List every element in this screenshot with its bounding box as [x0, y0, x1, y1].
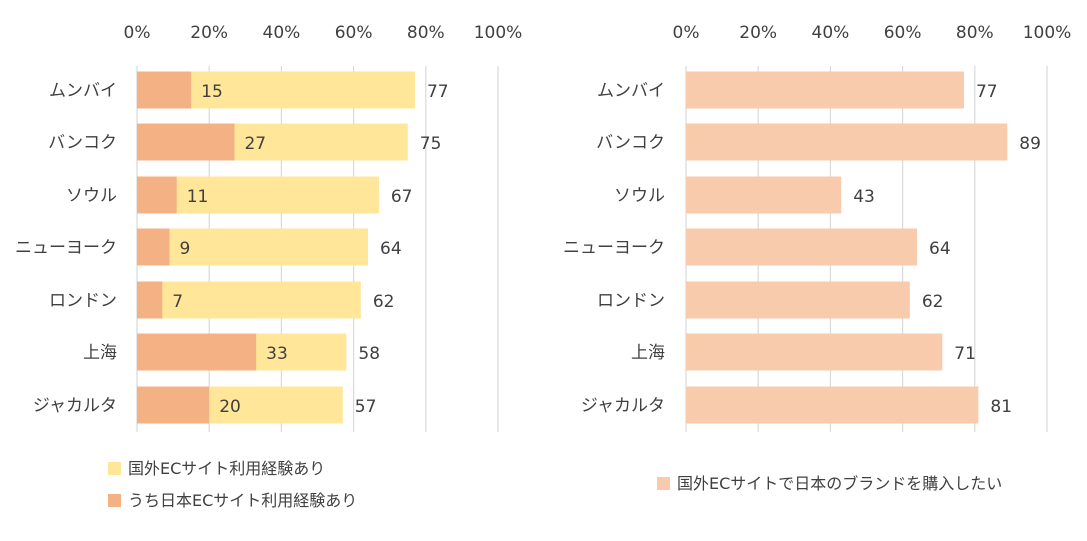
right-bar-series0: [686, 176, 842, 214]
left-category-label: 上海: [83, 343, 117, 363]
left-legend-label: うち日本ECサイト利用経験あり: [128, 491, 357, 510]
left-bar-series0: [137, 281, 361, 319]
left-bar-series1: [137, 333, 257, 371]
right-category-label: バンコク: [596, 133, 665, 153]
right-bar-series0: [686, 228, 918, 266]
right-category-label: ソウル: [614, 186, 665, 206]
left-x-tick-label: 40%: [263, 23, 301, 43]
left-data-label-series0: 75: [420, 134, 442, 154]
right-category-label: ニューヨーク: [563, 238, 665, 258]
left-data-label-series0: 58: [358, 344, 380, 364]
left-bar-chart: 0% 20% 40% 60% 80% 100% ムンバイバンコクソウルニューヨークロンドン上…: [15, 23, 522, 510]
right-legend-swatch: [657, 477, 670, 490]
left-data-label-series1: 15: [201, 82, 223, 102]
left-data-label-series1: 33: [266, 344, 288, 364]
right-x-tick-label: 80%: [956, 23, 994, 43]
right-x-tick-label: 100%: [1023, 23, 1072, 43]
right-category-label: ムンバイ: [597, 81, 665, 101]
left-bar-series1: [137, 228, 170, 266]
right-bar-series0: [686, 333, 943, 371]
right-bar-series0: [686, 281, 910, 319]
right-x-tick-label: 60%: [884, 23, 922, 43]
left-legend-swatch: [108, 494, 121, 507]
right-data-label-series0: 77: [976, 82, 998, 102]
left-data-label-series0: 64: [380, 239, 402, 259]
left-x-tick-label: 60%: [335, 23, 373, 43]
left-x-tick-label: 80%: [407, 23, 445, 43]
right-category-label: 上海: [631, 343, 665, 363]
right-x-tick-label: 0%: [673, 23, 700, 43]
left-category-label: ソウル: [66, 186, 117, 206]
right-data-label-series0: 71: [954, 344, 976, 364]
left-bar-series1: [137, 176, 177, 214]
left-category-label: ニューヨーク: [15, 238, 117, 258]
right-bar-series0: [686, 386, 979, 424]
left-data-label-series1: 27: [244, 134, 266, 154]
left-category-label: ロンドン: [49, 291, 117, 311]
left-bar-series0: [137, 176, 379, 214]
left-data-label-series0: 67: [391, 187, 413, 207]
left-category-label: バンコク: [48, 133, 117, 153]
left-bar-series1: [137, 71, 192, 109]
left-bar-series1: [137, 386, 210, 424]
right-bar-chart: 0% 20% 40% 60% 80% 100% ムンバイバンコクソウルニューヨークロンドン上…: [563, 23, 1071, 493]
left-x-tick-label: 0%: [124, 23, 151, 43]
left-category-label: ジャカルタ: [33, 396, 117, 416]
left-category-label: ムンバイ: [49, 81, 117, 101]
left-data-label-series1: 20: [219, 397, 241, 417]
right-data-label-series0: 64: [929, 239, 951, 259]
right-data-label-series0: 62: [922, 292, 944, 312]
left-data-label-series1: 9: [179, 239, 190, 259]
left-bar-series0: [137, 228, 369, 266]
right-data-label-series0: 43: [853, 187, 875, 207]
left-legend-label: 国外ECサイト利用経験あり: [128, 459, 325, 478]
left-legend-swatch: [108, 462, 121, 475]
right-legend-label: 国外ECサイトで日本のブランドを購入したい: [677, 474, 1002, 493]
left-data-label-series0: 77: [427, 82, 449, 102]
left-x-tick-label: 100%: [474, 23, 523, 43]
right-bar-series0: [686, 71, 964, 109]
right-x-tick-label: 20%: [739, 23, 777, 43]
left-data-label-series0: 62: [373, 292, 395, 312]
right-x-tick-label: 40%: [812, 23, 850, 43]
left-bar-series1: [137, 281, 163, 319]
right-category-label: ロンドン: [597, 291, 665, 311]
right-data-label-series0: 89: [1019, 134, 1041, 154]
right-data-label-series0: 81: [990, 397, 1012, 417]
right-category-label: ジャカルタ: [581, 396, 665, 416]
left-bar-series1: [137, 123, 235, 161]
left-data-label-series1: 7: [172, 292, 183, 312]
left-x-tick-label: 20%: [190, 23, 228, 43]
right-bar-series0: [686, 123, 1008, 161]
left-data-label-series0: 57: [355, 397, 377, 417]
left-data-label-series1: 11: [187, 187, 209, 207]
